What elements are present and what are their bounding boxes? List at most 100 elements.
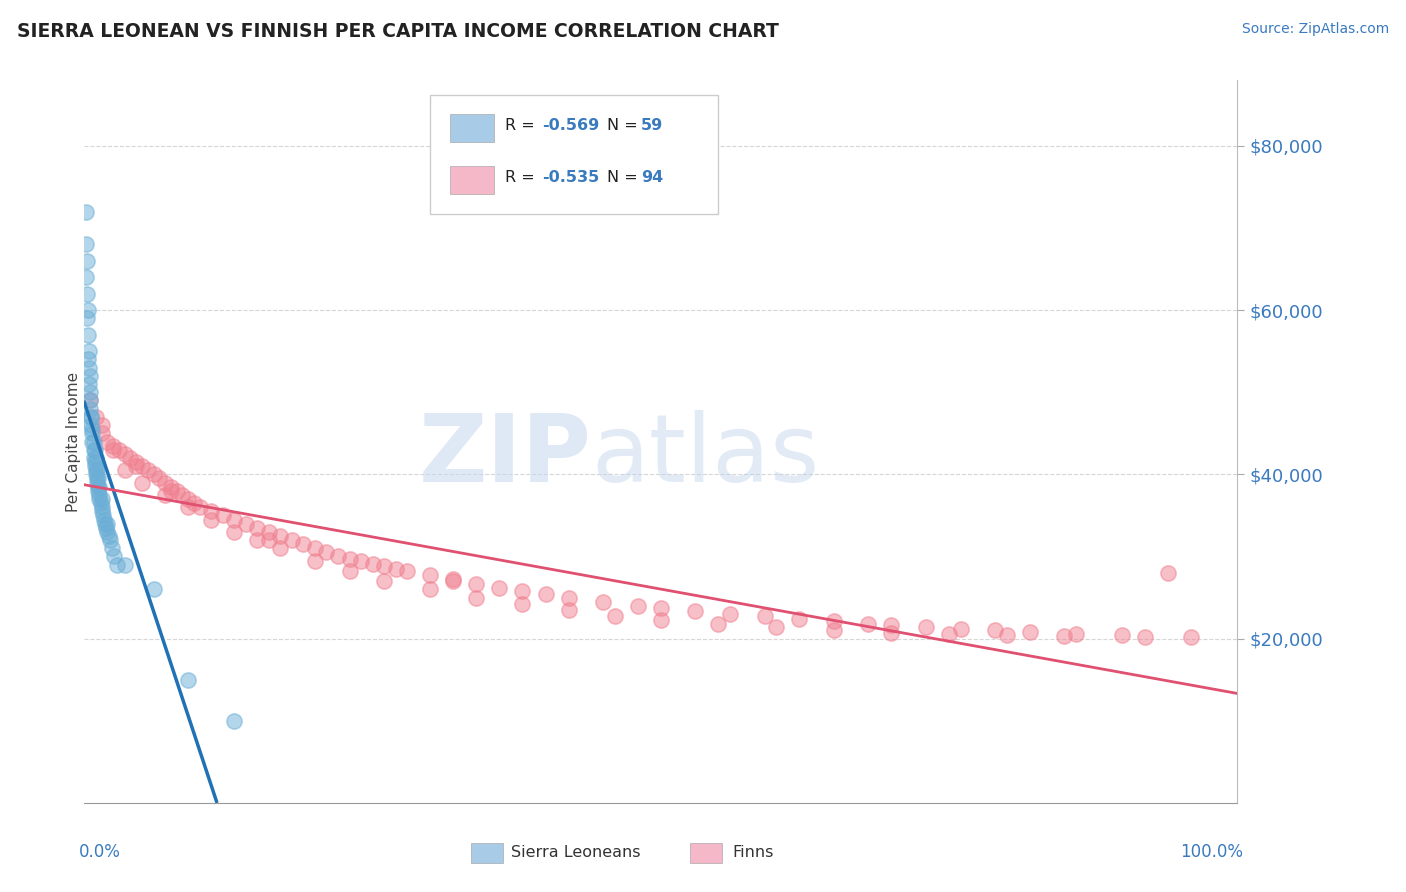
Point <box>131 459 153 474</box>
Point <box>419 568 441 582</box>
Point <box>80 409 103 424</box>
Point <box>90 500 112 515</box>
Text: -0.569: -0.569 <box>543 119 599 133</box>
Point <box>131 475 153 490</box>
Point <box>823 624 845 638</box>
Point <box>87 480 110 494</box>
Point <box>512 597 534 611</box>
Point <box>512 584 534 599</box>
Point <box>80 418 103 433</box>
Point <box>384 562 406 576</box>
Point <box>76 286 98 301</box>
Point <box>235 516 257 531</box>
Point <box>188 500 211 515</box>
Text: R =: R = <box>505 170 540 186</box>
Point <box>79 368 101 383</box>
Point <box>125 459 148 474</box>
Point <box>685 605 707 619</box>
Point <box>754 609 776 624</box>
Point <box>142 467 165 482</box>
Point <box>1111 628 1133 642</box>
Point <box>94 516 117 531</box>
Point <box>488 581 510 595</box>
Point <box>246 533 269 547</box>
Point <box>1133 630 1156 644</box>
Point <box>83 442 105 457</box>
Point <box>77 344 100 359</box>
Point <box>915 620 938 634</box>
FancyBboxPatch shape <box>430 95 718 214</box>
Point <box>200 512 222 526</box>
Text: ZIP: ZIP <box>419 410 592 502</box>
Point <box>160 480 183 494</box>
Point <box>79 393 101 408</box>
Point <box>557 591 579 605</box>
Point <box>103 439 124 453</box>
Point <box>136 463 159 477</box>
Point <box>80 409 103 424</box>
Point <box>269 541 291 556</box>
Point <box>880 625 903 640</box>
Point <box>83 442 105 457</box>
FancyBboxPatch shape <box>450 114 494 142</box>
Point <box>103 442 124 457</box>
Point <box>84 409 107 424</box>
Point <box>75 237 97 252</box>
Point <box>75 270 97 285</box>
Point <box>938 627 960 641</box>
Point <box>1064 626 1087 640</box>
Point <box>89 488 111 502</box>
Point <box>83 455 105 469</box>
Text: 59: 59 <box>641 119 664 133</box>
Point <box>465 591 488 605</box>
Text: N =: N = <box>606 119 643 133</box>
Point <box>87 471 110 485</box>
Point <box>93 512 115 526</box>
Point <box>114 463 136 477</box>
Point <box>83 434 105 449</box>
Point <box>361 557 384 571</box>
Text: Sierra Leoneans: Sierra Leoneans <box>510 845 641 860</box>
Point <box>108 442 131 457</box>
Point <box>257 533 280 547</box>
Point <box>82 426 104 441</box>
Point <box>441 573 464 587</box>
Point <box>350 554 373 568</box>
Point <box>77 360 100 375</box>
Text: N =: N = <box>606 170 643 186</box>
Text: atlas: atlas <box>592 410 820 502</box>
Point <box>114 447 136 461</box>
Point <box>96 521 118 535</box>
Point <box>153 488 176 502</box>
Point <box>339 564 361 578</box>
Point <box>177 500 200 515</box>
Point <box>396 564 419 578</box>
Point <box>326 549 349 564</box>
Point <box>91 508 114 523</box>
Point <box>142 582 165 597</box>
Point <box>441 574 464 588</box>
Point <box>90 418 112 433</box>
Point <box>82 434 104 449</box>
Point <box>880 618 903 632</box>
Point <box>419 582 441 597</box>
Point <box>84 463 107 477</box>
FancyBboxPatch shape <box>690 843 721 863</box>
Point <box>79 401 101 416</box>
Text: Finns: Finns <box>733 845 773 860</box>
Point <box>114 558 136 572</box>
Point <box>86 471 108 485</box>
Point <box>200 504 222 518</box>
FancyBboxPatch shape <box>450 166 494 194</box>
Point <box>83 450 105 465</box>
Point <box>105 558 128 572</box>
Point <box>823 615 845 629</box>
Point <box>89 496 111 510</box>
Point <box>77 377 100 392</box>
Point <box>82 422 104 436</box>
Point <box>84 450 107 465</box>
Point <box>177 491 200 506</box>
Point <box>592 594 614 608</box>
Point <box>339 552 361 566</box>
Point <box>373 574 395 588</box>
